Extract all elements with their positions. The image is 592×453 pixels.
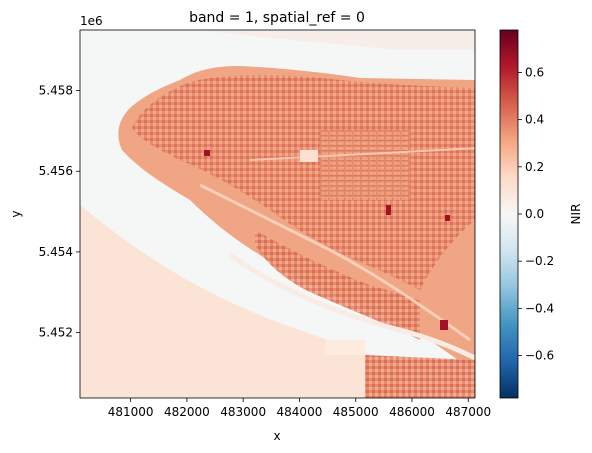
colorbar-tick-label: 0.0 bbox=[525, 207, 544, 221]
chart-title: band = 1, spatial_ref = 0 bbox=[189, 10, 365, 26]
x-tick-label: 484000 bbox=[277, 405, 323, 419]
raster-channel bbox=[228, 252, 475, 361]
plot-frame bbox=[79, 29, 476, 399]
raster-urban-region bbox=[132, 75, 475, 290]
x-tick-label: 482000 bbox=[164, 405, 210, 419]
colorbar-ticks: −0.6 −0.4 −0.2 0.0 0.2 0.4 0.6 bbox=[518, 65, 554, 363]
x-tick-label: 487000 bbox=[445, 405, 491, 419]
y-tick-label: 5.452 bbox=[39, 326, 73, 340]
raster-light-patch bbox=[325, 340, 365, 355]
x-tick-label: 481000 bbox=[108, 405, 154, 419]
raster-hot-spot-2 bbox=[386, 205, 391, 215]
raster-road bbox=[199, 183, 471, 342]
y-axis-ticks: 5.452 5.454 5.456 5.458 bbox=[39, 84, 80, 340]
raster-road-2 bbox=[249, 147, 475, 161]
x-tick-label: 486000 bbox=[389, 405, 435, 419]
y-axis-label: y bbox=[9, 210, 23, 217]
raster-light-patch-2 bbox=[300, 150, 318, 162]
colorbar-tick-label: −0.4 bbox=[525, 301, 554, 315]
x-axis-ticks: 481000 482000 483000 484000 485000 486000 4870… bbox=[108, 398, 491, 419]
colorbar-label: NIR bbox=[569, 204, 583, 225]
raster-hot-spot-3 bbox=[445, 215, 450, 221]
colorbar-tick-label: 0.6 bbox=[525, 65, 544, 79]
raster-urban-region-3 bbox=[255, 230, 420, 340]
colorbar-tick-label: −0.2 bbox=[525, 254, 554, 268]
y-tick-label: 5.456 bbox=[39, 164, 73, 178]
x-tick-label: 483000 bbox=[220, 405, 266, 419]
raster-sand-region-2 bbox=[80, 30, 475, 50]
raster-sand-region bbox=[80, 205, 400, 398]
x-axis-label: x bbox=[273, 429, 280, 443]
y-offset-label: 1e6 bbox=[80, 14, 103, 28]
x-tick-label: 485000 bbox=[333, 405, 379, 419]
colorbar-tick-label: 0.2 bbox=[525, 160, 544, 174]
raster-hot-spot-4 bbox=[440, 320, 448, 330]
raster-hot-spot bbox=[204, 150, 210, 156]
colorbar-tick-label: 0.4 bbox=[525, 113, 544, 127]
raster-urban-region-4 bbox=[365, 355, 475, 398]
raster-image bbox=[80, 30, 475, 398]
y-tick-label: 5.458 bbox=[39, 84, 73, 98]
raster-urban-region-2 bbox=[320, 130, 410, 200]
colorbar bbox=[499, 29, 519, 399]
colorbar-tick-label: −0.6 bbox=[525, 349, 554, 363]
y-tick-label: 5.454 bbox=[39, 245, 73, 259]
